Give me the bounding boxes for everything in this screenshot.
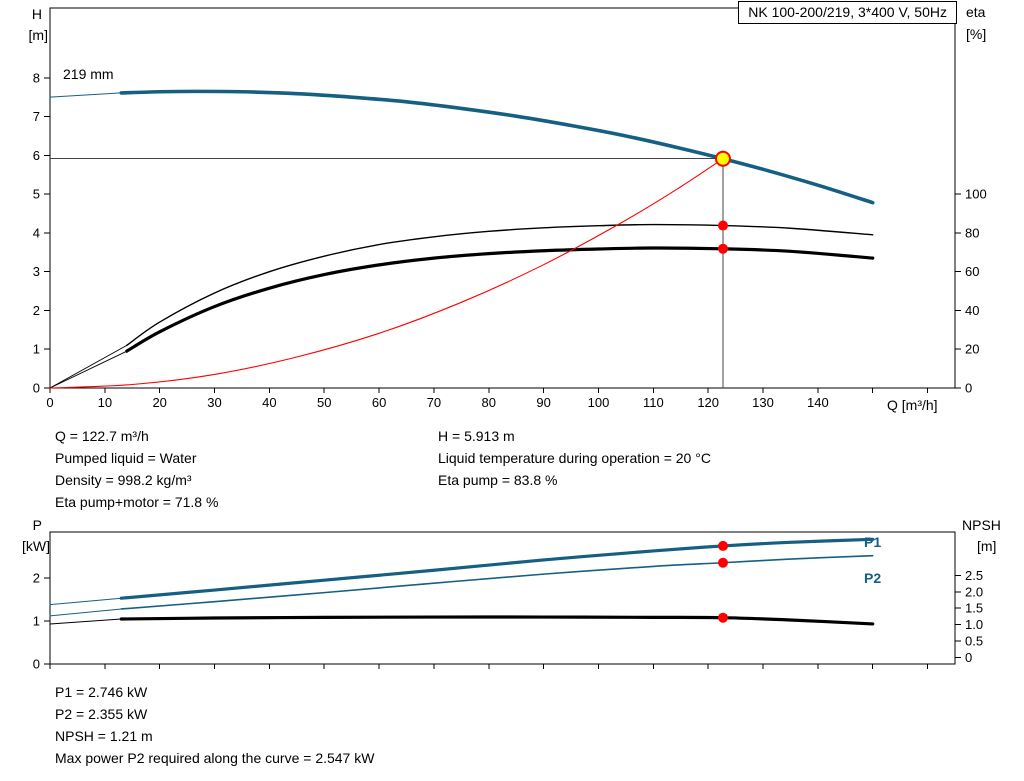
svg-text:1: 1: [33, 342, 40, 357]
svg-text:2.0: 2.0: [965, 584, 983, 599]
svg-text:30: 30: [207, 395, 221, 410]
svg-text:2.5: 2.5: [965, 568, 983, 583]
impeller-diameter-label: 219 mm: [63, 66, 114, 82]
svg-text:0: 0: [965, 381, 972, 396]
svg-text:0: 0: [46, 395, 53, 410]
svg-text:1: 1: [33, 614, 40, 629]
svg-text:2: 2: [33, 303, 40, 318]
p-axis-label: P: [32, 517, 42, 533]
p2-curve-label: P2: [864, 570, 882, 586]
svg-text:7: 7: [33, 109, 40, 124]
svg-text:3: 3: [33, 264, 40, 279]
npsh-axis-unit: [m]: [977, 538, 997, 554]
info-line: Eta pump+motor = 71.8 %: [55, 494, 219, 510]
svg-text:1.0: 1.0: [965, 617, 983, 632]
svg-text:80: 80: [965, 225, 979, 240]
svg-text:1.5: 1.5: [965, 601, 983, 616]
info-line: P2 = 2.355 kW: [55, 706, 148, 722]
svg-text:8: 8: [33, 70, 40, 85]
duty-info-right: H = 5.913 m Liquid temperature during op…: [438, 425, 711, 491]
svg-text:20: 20: [965, 342, 979, 357]
svg-text:100: 100: [588, 395, 610, 410]
svg-text:130: 130: [752, 395, 774, 410]
svg-text:120: 120: [697, 395, 719, 410]
h-axis-unit: [m]: [28, 27, 48, 43]
svg-text:100: 100: [965, 187, 987, 202]
info-line: P1 = 2.746 kW: [55, 684, 148, 700]
eta-axis-unit: [%]: [966, 26, 987, 42]
svg-text:140: 140: [807, 395, 829, 410]
p-axis-unit: [kW]: [22, 538, 50, 554]
hq-eta-chart: 0 10 20 30 40 50 60 70 80 90 100 110 120 130 140012345…: [33, 7, 987, 410]
info-line: Pumped liquid = Water: [55, 450, 197, 466]
h-axis-label: H: [31, 6, 42, 22]
npsh-axis-label: NPSH: [962, 517, 1001, 533]
svg-text:4: 4: [33, 225, 40, 240]
svg-text:0: 0: [33, 381, 40, 396]
info-line: H = 5.913 m: [438, 428, 515, 444]
svg-text:110: 110: [643, 395, 664, 410]
svg-text:60: 60: [372, 395, 386, 410]
info-line: Eta pump = 83.8 %: [438, 472, 558, 488]
svg-text:90: 90: [536, 395, 550, 410]
q-axis-label: Q [m³/h]: [887, 397, 938, 413]
duty-info-left: Q = 122.7 m³/h Pumped liquid = Water Den…: [55, 425, 218, 513]
svg-text:50: 50: [317, 395, 331, 410]
svg-text:6: 6: [33, 148, 40, 163]
svg-text:5: 5: [33, 187, 40, 202]
svg-text:0: 0: [33, 657, 40, 672]
svg-text:0.5: 0.5: [965, 634, 983, 649]
svg-text:0: 0: [965, 650, 972, 665]
svg-text:40: 40: [262, 395, 276, 410]
p1-curve-label: P1: [864, 534, 882, 550]
info-line: Q = 122.7 m³/h: [55, 428, 149, 444]
info-line: Max power P2 required along the curve = …: [55, 750, 375, 766]
info-line: Liquid temperature during operation = 20…: [438, 450, 711, 466]
pump-title-box: NK 100-200/219, 3*400 V, 50Hz: [738, 1, 957, 24]
svg-text:2: 2: [33, 571, 40, 586]
svg-text:60: 60: [965, 264, 979, 279]
power-info: P1 = 2.746 kW P2 = 2.355 kW NPSH = 1.21 …: [55, 681, 374, 769]
svg-text:10: 10: [98, 395, 112, 410]
svg-text:70: 70: [427, 395, 441, 410]
info-line: Density = 998.2 kg/m³: [55, 472, 192, 488]
svg-text:20: 20: [152, 395, 166, 410]
svg-text:40: 40: [965, 303, 979, 318]
svg-text:80: 80: [482, 395, 496, 410]
eta-axis-label: eta: [966, 4, 986, 20]
info-line: NPSH = 1.21 m: [55, 728, 153, 744]
